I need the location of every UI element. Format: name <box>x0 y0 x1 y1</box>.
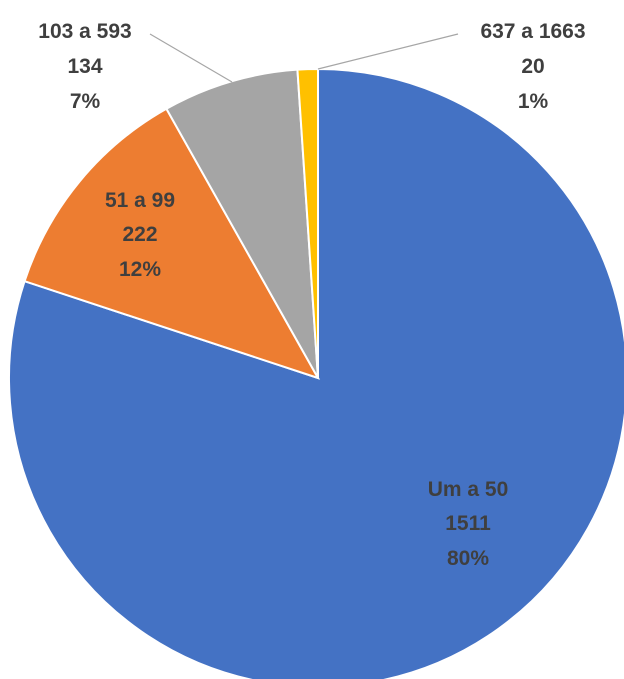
data-label-103-a-593-value: 134 <box>67 55 102 78</box>
leader-lines <box>149 33 459 83</box>
data-label-um-a-50-value: 1511 <box>445 512 491 535</box>
pie-slices <box>8 67 624 679</box>
data-label-637-a-1663-value: 20 <box>521 55 544 78</box>
data-label-103-a-593-percent: 7% <box>70 90 101 113</box>
data-label-51-a-99-percent: 12% <box>119 258 161 281</box>
pie-slice-637-a-1663 <box>296 67 319 379</box>
pie-slice-103-a-593 <box>165 68 319 379</box>
leader-line-637-a-1663 <box>317 33 459 70</box>
data-label-103-a-593-category: 103 a 593 <box>38 20 131 43</box>
data-label-um-a-50-percent: 80% <box>447 547 489 570</box>
pie-slice-51-a-99 <box>23 107 321 380</box>
data-label-637-a-1663-category: 637 a 1663 <box>480 20 585 43</box>
data-label-51-a-99-value: 222 <box>122 223 157 246</box>
data-label-637-a-1663-percent: 1% <box>518 90 549 113</box>
data-label-51-a-99-category: 51 a 99 <box>105 189 175 212</box>
pie-slice-um-a-50 <box>8 67 624 679</box>
data-label-um-a-50-category: Um a 50 <box>428 478 509 501</box>
leader-line-103-a-593 <box>149 33 233 83</box>
